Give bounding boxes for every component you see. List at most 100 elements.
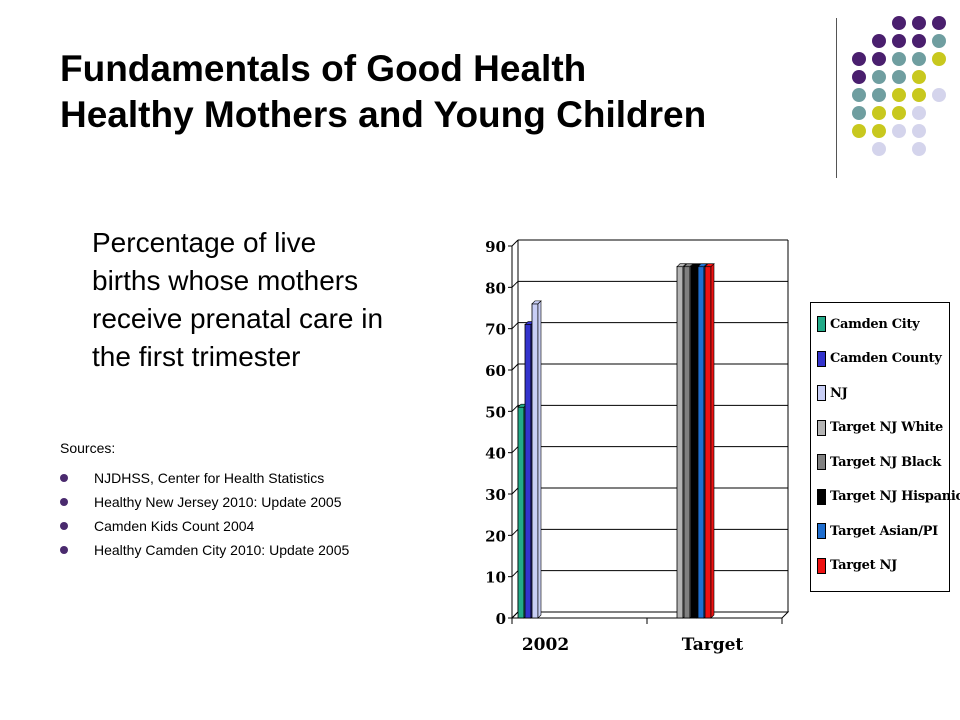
decorative-dot [872,142,886,156]
bar [704,266,712,619]
source-item: Healthy Camden City 2010: Update 2005 [60,538,349,562]
decorative-dot [932,88,946,102]
bullet-icon [60,522,68,530]
y-tick-label: 0 [496,610,506,628]
legend-label: Camden City [830,316,920,332]
chart-floor [510,611,790,619]
legend-item: Target NJ Hispanic [817,486,960,508]
gridline-depth [511,611,519,619]
y-tick-label: 80 [485,279,506,297]
y-tick-label: 60 [485,362,506,380]
gridline-depth [511,239,519,247]
sources-label: Sources: [60,440,116,456]
bar [517,406,525,619]
decorative-dot [892,124,906,138]
bar [697,266,705,619]
gridline-depth [511,280,519,288]
source-text: Camden Kids Count 2004 [94,518,255,534]
y-tick-label: 40 [485,445,506,463]
x-tick-label: 2002 [522,635,569,655]
decorative-divider [836,18,837,178]
decorative-dot [892,34,906,48]
source-text: Healthy New Jersey 2010: Update 2005 [94,494,342,510]
decorative-dot [892,106,906,120]
bullet-icon [60,474,68,482]
legend-item: Target Asian/PI [817,520,938,542]
decorative-dot [852,70,866,84]
bar [676,266,684,619]
decorative-dot [892,70,906,84]
decorative-dot [872,34,886,48]
legend-swatch [817,385,826,401]
bar [524,324,532,619]
decorative-dot [892,88,906,102]
slide-title: Fundamentals of Good Health Healthy Moth… [60,46,706,138]
decorative-dot [872,52,886,66]
source-text: NJDHSS, Center for Health Statistics [94,470,325,486]
decorative-dot [912,16,926,30]
decorative-dot [912,106,926,120]
decorative-dot [912,124,926,138]
legend-swatch [817,350,826,367]
decorative-dot [932,16,946,30]
decorative-dot [912,70,926,84]
legend-item: Target NJ Black [817,451,941,473]
legend-item: Target NJ White [817,417,943,439]
legend-label: Target NJ Hispanic [830,489,960,504]
legend-swatch [817,557,826,574]
decorative-dot [872,106,886,120]
description-line: receive prenatal care in [92,303,384,334]
bullet-icon [60,498,68,506]
title-line-1: Fundamentals of Good Health [60,48,587,89]
description-line: Percentage of live [92,227,317,258]
legend-label: Camden County [830,351,942,366]
legend-item: Target NJ [817,555,897,577]
gridline-depth [511,570,519,578]
gridline-depth [511,363,519,371]
legend-item: Camden City [817,313,920,335]
bar-side [537,300,542,619]
title-line-2: Healthy Mothers and Young Children [60,94,707,135]
legend-label: Target NJ Black [830,454,941,470]
source-item: Healthy New Jersey 2010: Update 2005 [60,490,349,514]
decorative-dot [912,52,926,66]
decorative-dot [872,124,886,138]
legend-swatch [817,419,826,436]
y-tick-label: 70 [485,321,506,339]
decorative-dot [852,88,866,102]
legend-label: NJ [830,385,848,401]
bar [531,303,539,619]
decorative-dot [872,88,886,102]
bullet-icon [60,546,68,554]
sources-list: NJDHSS, Center for Health Statistics Hea… [60,466,349,562]
legend-swatch [817,316,826,332]
legend-swatch [817,523,826,539]
legend-item: Camden County [817,348,942,370]
description-line: births whose mothers [92,265,359,296]
legend-swatch [817,454,826,470]
gridline-depth [511,446,519,454]
decorative-dot [912,88,926,102]
decorative-dot [852,124,866,138]
bar-side [710,262,715,619]
legend-label: Target Asian/PI [830,523,938,539]
x-tick-label: Target [682,635,744,655]
decorative-dot [892,16,906,30]
gridline-depth [511,487,519,495]
decorative-dot [912,34,926,48]
decorative-dot [932,34,946,48]
legend-label: Target NJ [830,558,897,573]
chart-legend: Camden City Camden County NJ Target NJ Whit… [810,302,960,592]
source-item: NJDHSS, Center for Health Statistics [60,466,349,490]
decorative-dot [932,52,946,66]
bar [683,266,691,619]
gridline-depth [511,322,519,330]
legend-label: Target NJ White [830,420,943,435]
gridline-depth [511,528,519,536]
legend-swatch [817,488,826,505]
y-tick-label: 10 [485,569,506,587]
decorative-dot [872,70,886,84]
decorative-dot-pattern [0,0,960,200]
source-item: Camden Kids Count 2004 [60,514,349,538]
bar-chart: 0 10 20 30 40 50 60 70 80 90 2002 Target [485,238,790,655]
